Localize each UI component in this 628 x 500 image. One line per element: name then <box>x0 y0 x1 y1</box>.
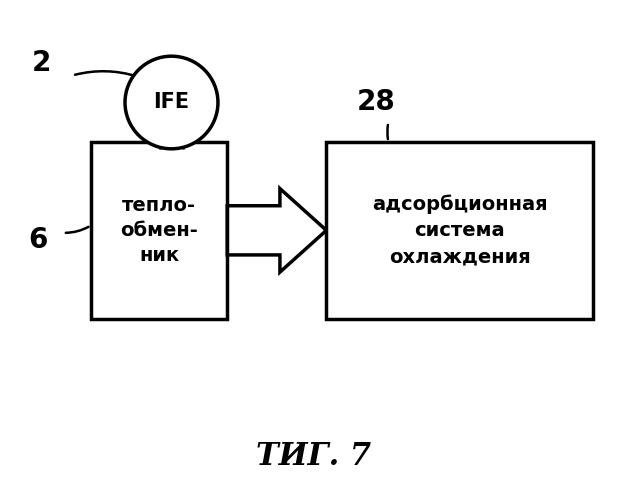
Text: ΤИГ. 7: ΤИГ. 7 <box>256 441 372 472</box>
FancyBboxPatch shape <box>327 142 593 319</box>
Text: тепло-
обмен-
ник: тепло- обмен- ник <box>120 196 198 265</box>
Text: адсорбционная
система
охлаждения: адсорбционная система охлаждения <box>372 194 548 266</box>
Text: 6: 6 <box>28 226 48 254</box>
Text: IFE: IFE <box>153 92 190 112</box>
Text: 2: 2 <box>31 49 51 77</box>
Text: 28: 28 <box>357 88 396 117</box>
FancyBboxPatch shape <box>91 142 227 319</box>
Ellipse shape <box>125 56 218 149</box>
